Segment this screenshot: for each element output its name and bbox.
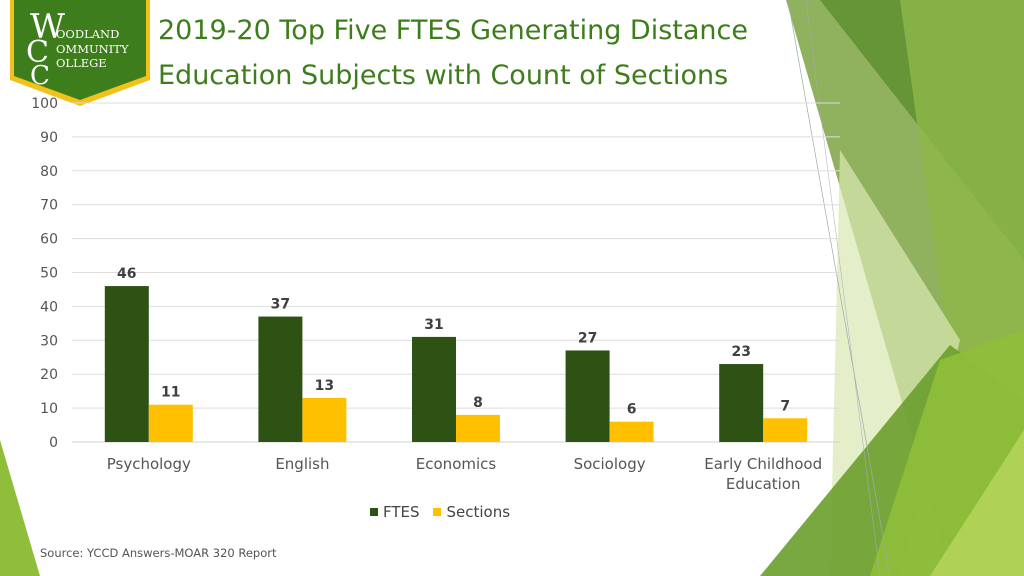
y-tick-label-90: 90: [40, 130, 58, 146]
legend-item-ftes: FTES: [369, 503, 420, 521]
bar-sections-1: [302, 397, 347, 442]
legend-swatch-ftes: [369, 508, 378, 516]
data-label-sections-1: 13: [315, 378, 334, 394]
data-label-ftes-3: 27: [578, 330, 597, 346]
data-label-sections-0: 11: [161, 385, 180, 401]
y-tick-label-80: 80: [40, 164, 58, 180]
category-label-1: English: [275, 455, 329, 473]
data-label-ftes-4: 23: [731, 344, 750, 360]
slide-title: 2019-20 Top Five FTES Generating Distanc…: [158, 15, 748, 91]
y-tick-label-50: 50: [40, 266, 58, 282]
legend-label-sections: Sections: [446, 503, 511, 521]
bar-ftes-4: [719, 364, 764, 442]
bar-sections-4: [763, 418, 808, 442]
data-label-sections-4: 7: [780, 398, 790, 414]
legend-swatch-sections: [433, 508, 442, 516]
bar-ftes-1: [258, 316, 303, 442]
bar-ftes-2: [412, 336, 456, 442]
data-label-sections-3: 6: [627, 402, 637, 418]
logo-line-3: OLLEGE: [56, 56, 107, 70]
y-tick-label-30: 30: [40, 333, 58, 349]
legend-label-ftes: FTES: [382, 503, 420, 521]
y-axis-ticks: 0 10 20 30 40 50 60 70 80 90 100: [31, 96, 58, 451]
data-label-ftes-1: 37: [271, 297, 290, 313]
logo-initial-c2: C: [30, 61, 50, 91]
logo-line-1: OODLAND: [56, 27, 119, 41]
y-tick-label-10: 10: [40, 401, 58, 417]
chart-legend: FTES Sections: [0, 503, 880, 521]
y-tick-label-40: 40: [40, 299, 58, 315]
y-tick-label-60: 60: [40, 232, 58, 248]
college-logo: W C C OODLAND OMMUNITY OLLEGE: [10, 0, 150, 106]
source-note: Source: YCCD Answers-MOAR 320 Report: [40, 546, 277, 560]
data-label-ftes-0: 46: [117, 266, 136, 282]
category-label-0: Psychology: [107, 455, 191, 473]
gridlines: [72, 102, 840, 443]
category-label-3: Sociology: [574, 455, 646, 473]
bar-ftes-3: [565, 350, 610, 442]
logo-initial-c1: C: [26, 35, 49, 70]
legend-item-sections: Sections: [433, 503, 510, 521]
bars: [104, 286, 808, 442]
bar-sections-0: [148, 404, 193, 442]
bar-sections-3: [609, 421, 654, 442]
bar-ftes-0: [104, 286, 149, 442]
data-labels: 46 11 37 13 31 8 27 6 23 7: [117, 266, 790, 418]
data-label-sections-2: 8: [473, 395, 483, 411]
logo-line-2: OMMUNITY: [56, 42, 129, 56]
category-label-2: Economics: [416, 455, 497, 473]
logo-initial-w: W: [30, 7, 65, 47]
category-label-4-line-0: Early Childhood: [704, 455, 822, 473]
category-label-4-line-1: Education: [726, 475, 801, 493]
bar-sections-2: [456, 414, 500, 442]
x-axis-categories: Psychology English Economics Sociology Early…: [107, 455, 822, 493]
data-label-ftes-2: 31: [424, 317, 443, 333]
y-tick-label-20: 20: [40, 367, 58, 383]
y-tick-label-100: 100: [31, 96, 58, 112]
y-tick-label-70: 70: [40, 198, 58, 214]
y-tick-label-0: 0: [49, 435, 58, 451]
